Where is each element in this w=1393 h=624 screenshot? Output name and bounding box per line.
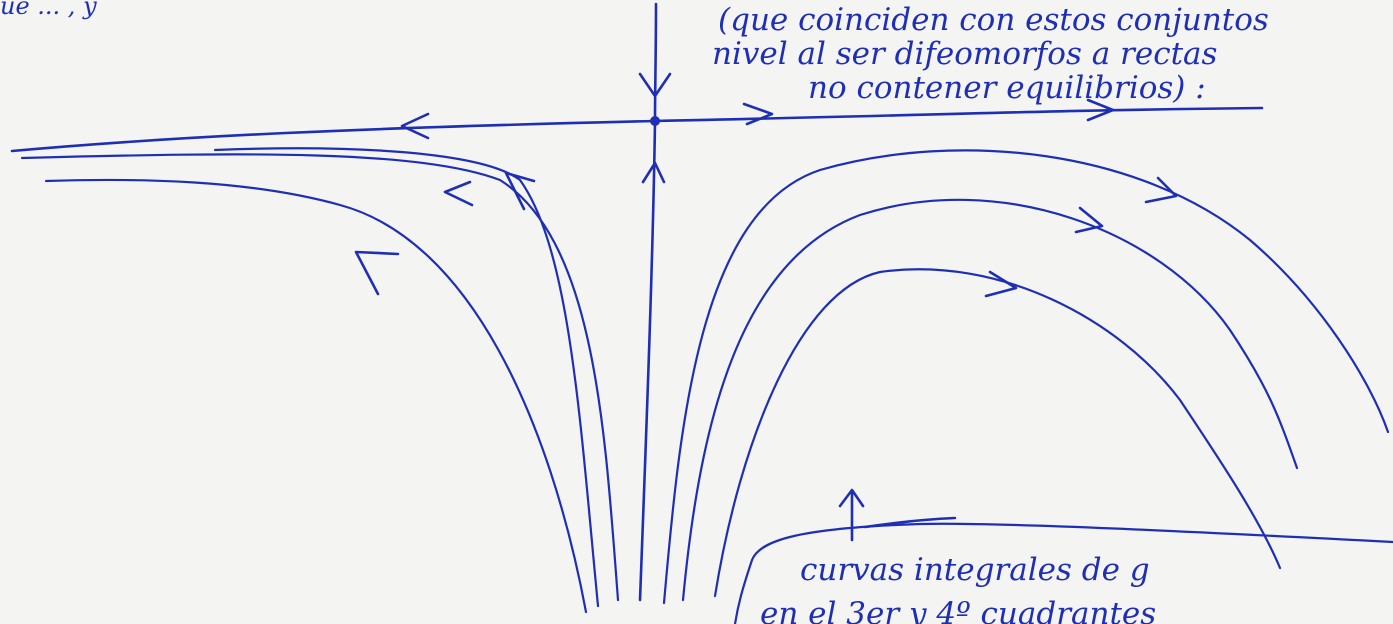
trajectory-right-2 — [681, 198, 1299, 602]
arrow-right-icon — [1074, 206, 1104, 234]
trajectory-right-3 — [713, 268, 1282, 598]
arrow-right-icon — [1086, 98, 1115, 122]
note-line-1: (que coinciden con estos conjuntos — [718, 2, 1269, 38]
trajectory-left-1 — [213, 147, 600, 608]
caption-bracket — [733, 522, 1393, 624]
arrow-upleft-icon — [504, 171, 536, 211]
arrow-upleft-icon — [354, 250, 400, 296]
caption-line-1: curvas integrales de g — [800, 552, 1150, 588]
caption-arrow-icon — [838, 488, 865, 542]
arrow-left-icon — [400, 112, 430, 140]
arrow-up-icon — [641, 161, 666, 184]
note-line-3: no contener equilibrios) : — [808, 70, 1206, 106]
vertical-axis-upper — [653, 2, 658, 123]
trajectory-right-1 — [662, 149, 1390, 605]
arrow-left-icon — [443, 180, 474, 207]
equilibrium-point — [650, 116, 660, 126]
top-left-fragment: ue ... , y — [0, 0, 97, 20]
horizontal-axis — [10, 106, 1264, 153]
caption-line-2: en el 3er y 4º cuadrantes — [760, 596, 1156, 624]
trajectory-left-2 — [20, 153, 620, 602]
note-line-2: nivel al ser difeomorfos a rectas — [712, 36, 1217, 72]
vertical-axis-lower — [638, 119, 657, 602]
arrow-right-icon — [984, 270, 1018, 298]
arrow-right-icon — [742, 102, 774, 126]
arrow-down-icon — [638, 72, 672, 98]
arrow-right-icon — [1144, 176, 1178, 204]
trajectory-left-3 — [44, 178, 588, 614]
